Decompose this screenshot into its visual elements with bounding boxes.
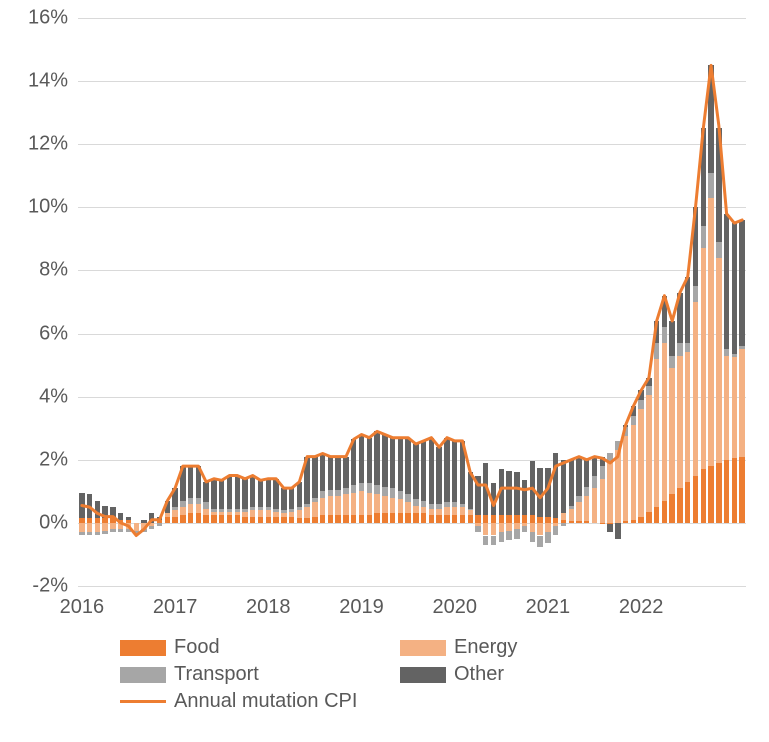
y-tick-label: 10% [28,196,78,219]
legend-swatch [120,640,166,656]
legend-swatch [400,667,446,683]
x-tick-label: 2021 [526,586,571,619]
x-tick-label: 2019 [339,586,384,619]
legend-item-energy: Energy [400,636,680,659]
legend-label: Other [454,663,504,686]
x-tick-label: 2017 [153,586,198,619]
y-tick-label: 6% [39,322,78,345]
y-tick-label: 2% [39,448,78,471]
x-tick-label: 2022 [619,586,664,619]
y-tick-label: 14% [28,70,78,93]
legend-item-food: Food [120,636,400,659]
cpi-chart: -2%0%2%4%6%8%10%12%14%16%201620172018201… [0,0,769,742]
legend-label: Food [174,636,220,659]
y-tick-label: 12% [28,133,78,156]
y-tick-label: 8% [39,259,78,282]
legend-item-transport: Transport [120,663,400,686]
line-layer [78,18,746,586]
legend-label: Energy [454,636,517,659]
legend-line-swatch [120,700,166,703]
x-tick-label: 2020 [432,586,477,619]
cpi-total-line [82,65,742,535]
legend-swatch [120,667,166,683]
y-tick-label: 0% [39,511,78,534]
x-tick-label: 2016 [60,586,105,619]
legend-swatch [400,640,446,656]
legend-item-line: Annual mutation CPI [120,690,400,713]
legend-label: Transport [174,663,259,686]
y-tick-label: 16% [28,7,78,30]
legend: Food Energy Transport Other Annual mutat… [120,636,740,717]
y-tick-label: 4% [39,385,78,408]
legend-label: Annual mutation CPI [174,690,357,713]
legend-item-other: Other [400,663,680,686]
plot-area: -2%0%2%4%6%8%10%12%14%16%201620172018201… [78,18,746,586]
x-tick-label: 2018 [246,586,291,619]
